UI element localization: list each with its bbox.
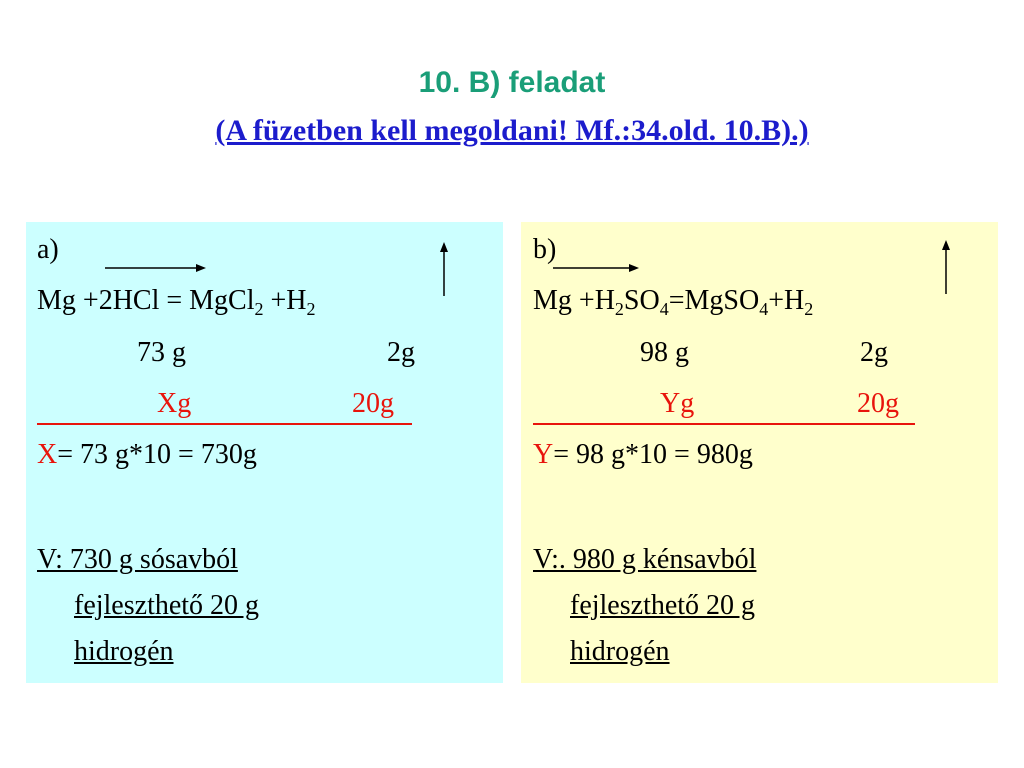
answer: fejleszthető 20 g xyxy=(570,590,756,621)
ratio: 2g xyxy=(387,337,415,368)
equation: Mg +H2SO4=MgSO4+H2 xyxy=(533,285,814,319)
equation: Mg +2HCl = MgCl2 +H2 xyxy=(37,285,316,319)
answer: fejleszthető 20 g xyxy=(74,590,260,621)
var: Y xyxy=(533,439,554,470)
title: 10. B) feladat xyxy=(418,66,606,99)
eq-sub: 4 xyxy=(659,299,669,319)
eq-text: =MgSO xyxy=(668,285,760,316)
eq-text: Mg +2HCl = MgCl xyxy=(37,285,255,316)
eq-text: +H xyxy=(263,285,307,316)
label: a) xyxy=(37,234,59,265)
unknown: 20g xyxy=(857,388,899,419)
unknown: Xg xyxy=(157,388,192,419)
eq-sub: 2 xyxy=(254,299,264,319)
answer: hidrogén xyxy=(74,636,174,667)
eq-sub: 4 xyxy=(759,299,769,319)
answer: hidrogén xyxy=(570,636,670,667)
panel-a: a) Mg +2HCl = MgCl2 +H2 73 g 2g Xg 20g X… xyxy=(26,222,503,683)
arrows xyxy=(105,242,448,296)
underline xyxy=(37,423,412,425)
panel-b: b) Mg +H2SO4=MgSO4+H2 98 g 2g Yg 20g Y= … xyxy=(521,222,998,683)
ratio: 73 g xyxy=(137,337,186,368)
eq-sub: 2 xyxy=(804,299,814,319)
eq-text: +H xyxy=(768,285,805,316)
arrows xyxy=(553,240,950,294)
result: = 98 g*10 = 980g xyxy=(553,439,753,470)
eq-sub: 2 xyxy=(614,299,624,319)
result: = 73 g*10 = 730g xyxy=(57,439,257,470)
answer: V: 730 g sósavból xyxy=(37,544,238,575)
subtitle: (A füzetben kell megoldani! Mf.:34.old. … xyxy=(215,114,809,147)
answer: V:. 980 g kénsavból xyxy=(533,544,757,575)
ratio: 98 g xyxy=(640,337,689,368)
ratio: 2g xyxy=(860,337,888,368)
eq-sub: 2 xyxy=(306,299,316,319)
underline xyxy=(533,423,915,425)
label: b) xyxy=(533,234,557,265)
var: X xyxy=(37,439,58,470)
unknown: 20g xyxy=(352,388,394,419)
unknown: Yg xyxy=(660,388,695,419)
eq-text: SO xyxy=(623,285,660,316)
eq-text: Mg +H xyxy=(533,285,615,316)
